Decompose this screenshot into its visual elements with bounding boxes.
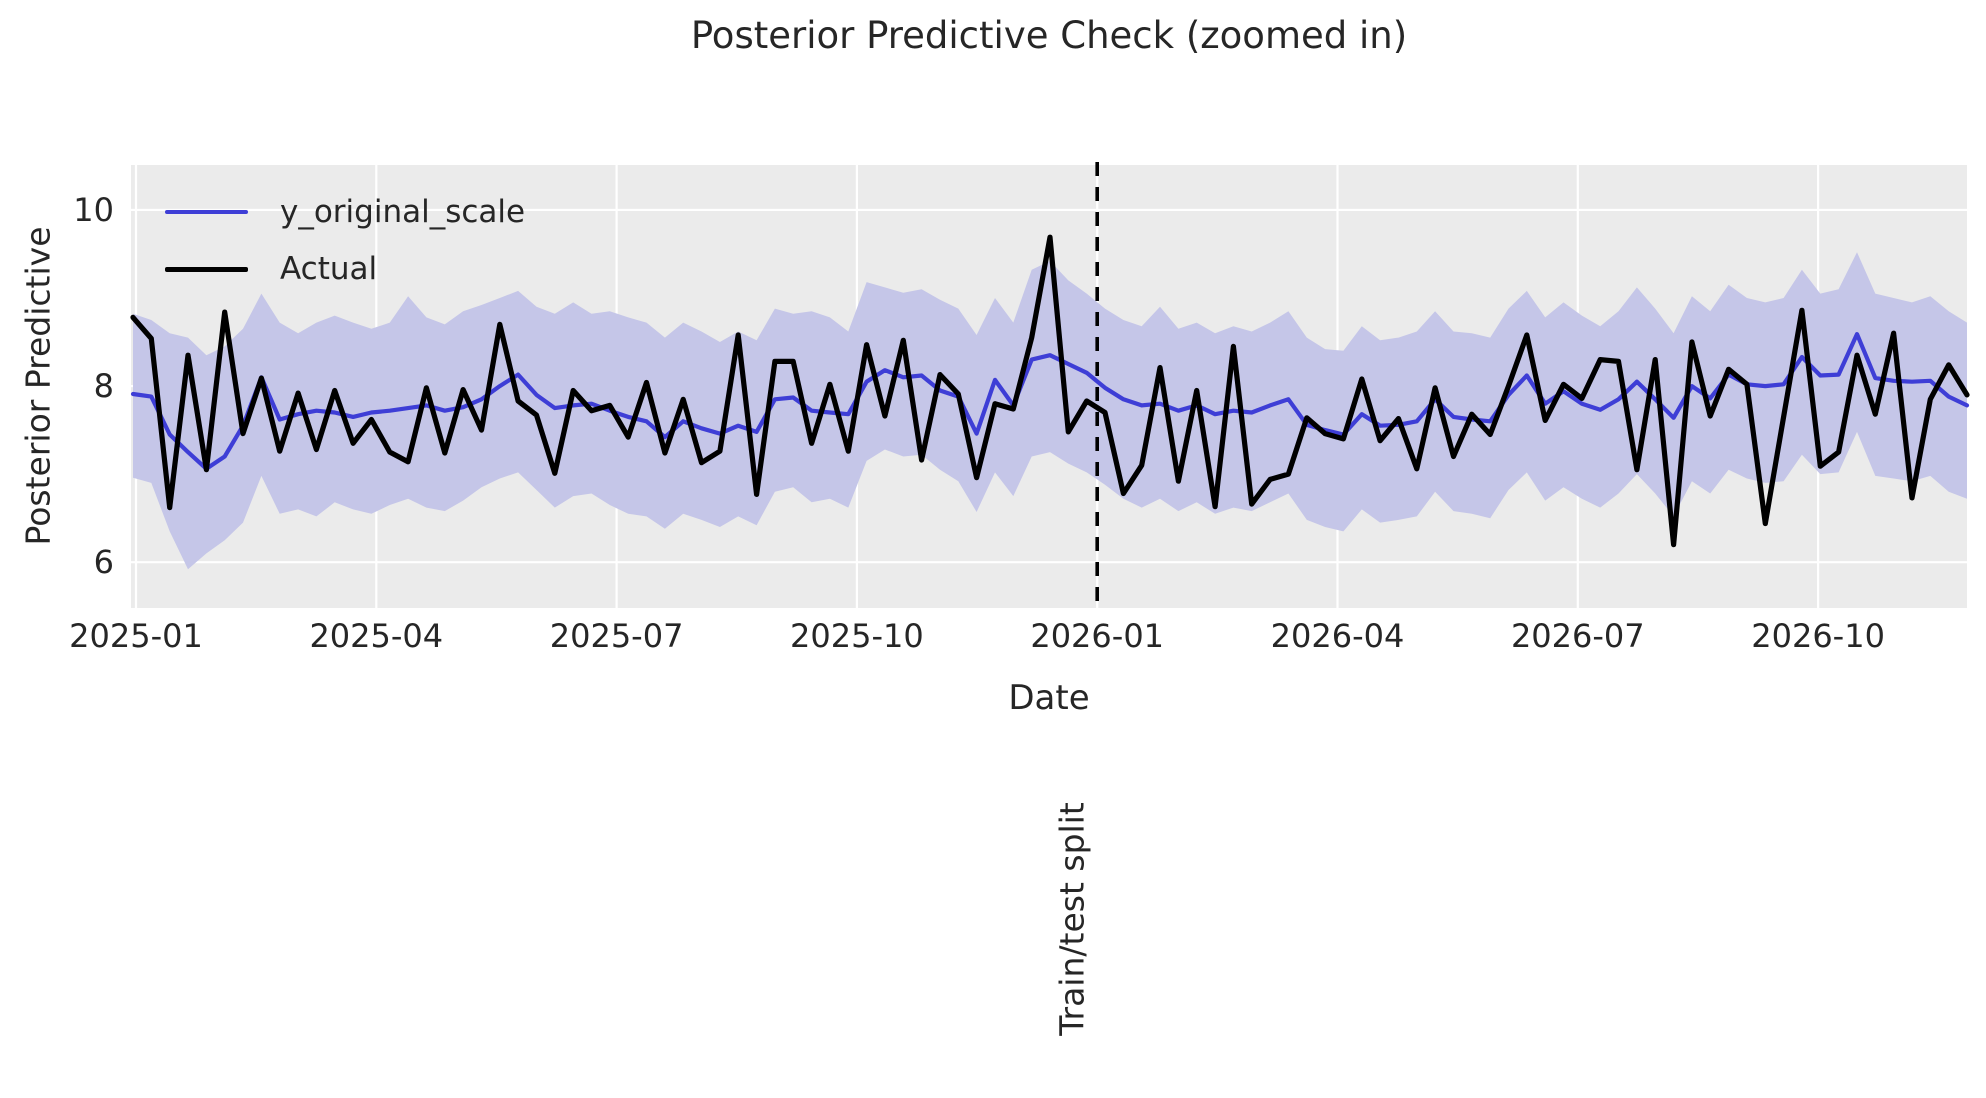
x-tick-label: 2025-04 <box>309 617 444 655</box>
y-tick-label: 6 <box>93 543 114 582</box>
x-tick-label: 2026-10 <box>1751 617 1885 655</box>
legend-label-actual: Actual <box>280 251 378 287</box>
x-axis-label: Date <box>1008 678 1090 718</box>
credible-interval-band <box>133 252 1967 570</box>
x-tick-label: 2025-10 <box>790 617 924 655</box>
y-tick-label: 10 <box>73 190 114 229</box>
actual-line-sample-icon <box>165 267 248 272</box>
actual-line <box>130 234 1970 548</box>
x-tick-label: 2026-04 <box>1270 617 1405 655</box>
x-tick-label: 2025-07 <box>549 617 684 655</box>
x-tick-label: 2025-01 <box>69 617 203 655</box>
chart-title: Posterior Predictive Check (zoomed in) <box>690 14 1408 57</box>
legend-label-predicted: y_original_scale <box>280 194 526 230</box>
x-tick-label: 2026-01 <box>1030 617 1165 655</box>
y-tick-label: 8 <box>93 367 114 406</box>
x-tick-label: 2026-07 <box>1510 617 1645 655</box>
predicted-line-sample-icon <box>165 210 248 214</box>
train-test-split-annotation: Train/test split <box>1052 802 1092 1036</box>
